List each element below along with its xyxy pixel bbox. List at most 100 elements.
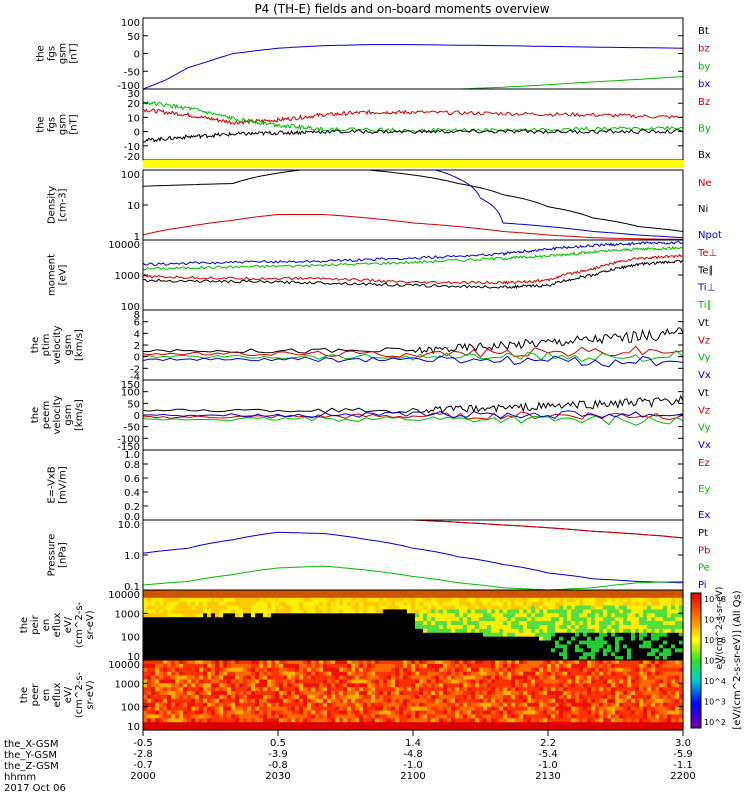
heatmap-cell bbox=[223, 648, 228, 653]
heatmap-cell bbox=[263, 675, 268, 681]
heatmap-cell bbox=[603, 726, 608, 731]
heatmap-cell bbox=[307, 679, 312, 684]
heatmap-cell bbox=[159, 656, 164, 661]
heatmap-cell bbox=[599, 621, 604, 626]
heatmap-cell bbox=[295, 625, 300, 630]
heatmap-cell bbox=[171, 675, 176, 681]
heatmap-cell bbox=[331, 675, 336, 681]
series-Vt-line bbox=[142, 394, 684, 414]
heatmap-cell bbox=[527, 640, 532, 646]
legend-label: Vy bbox=[698, 353, 711, 364]
heatmap-cell bbox=[223, 671, 228, 677]
heatmap-cell bbox=[379, 593, 384, 599]
heatmap-cell bbox=[151, 597, 156, 603]
heatmap-cell bbox=[507, 609, 512, 614]
heatmap-cell bbox=[619, 675, 624, 681]
heatmap-cell bbox=[215, 679, 220, 684]
heatmap-cell bbox=[547, 691, 552, 696]
heatmap-cell bbox=[451, 593, 456, 599]
heatmap-cell bbox=[151, 667, 156, 673]
heatmap-cell bbox=[587, 632, 592, 638]
heatmap-cell bbox=[491, 726, 496, 731]
heatmap-cell bbox=[563, 660, 568, 665]
heatmap-cell bbox=[407, 683, 412, 688]
heatmap-cell bbox=[607, 718, 612, 723]
heatmap-cell bbox=[259, 702, 264, 708]
heatmap-cell bbox=[271, 597, 276, 603]
heatmap-cell bbox=[583, 605, 588, 611]
heatmap-cell bbox=[495, 706, 500, 712]
heatmap-cell bbox=[427, 706, 432, 712]
heatmap-cell bbox=[359, 590, 364, 595]
heatmap-cell bbox=[191, 656, 196, 661]
heatmap-cell bbox=[395, 593, 400, 599]
heatmap-cell bbox=[159, 609, 164, 614]
heatmap-cell bbox=[559, 698, 564, 704]
heatmap-cell bbox=[167, 597, 172, 603]
heatmap-cell bbox=[255, 593, 260, 599]
heatmap-cell bbox=[283, 609, 288, 614]
heatmap-cell bbox=[303, 613, 308, 618]
heatmap-cell bbox=[243, 695, 248, 700]
heatmap-cell bbox=[219, 621, 224, 626]
heatmap-cell bbox=[303, 683, 308, 688]
heatmap-cell bbox=[671, 617, 676, 622]
heatmap-cell bbox=[283, 648, 288, 653]
heatmap-cell bbox=[623, 663, 628, 669]
heatmap-cell bbox=[275, 590, 280, 595]
heatmap-cell bbox=[407, 628, 412, 634]
heatmap-cell bbox=[623, 617, 628, 622]
heatmap-cell bbox=[551, 687, 556, 692]
heatmap-cell bbox=[579, 636, 584, 642]
heatmap-cell bbox=[463, 625, 468, 630]
y-tick-label: 1.0 bbox=[124, 450, 140, 461]
heatmap-cell bbox=[191, 722, 196, 727]
heatmap-cell bbox=[247, 628, 252, 634]
heatmap-cell bbox=[143, 605, 148, 611]
heatmap-cell bbox=[299, 675, 304, 681]
heatmap-cell bbox=[355, 702, 360, 708]
heatmap-cell bbox=[523, 656, 528, 661]
heatmap-cell bbox=[319, 660, 324, 665]
heatmap-cell bbox=[487, 597, 492, 603]
heatmap-cell bbox=[295, 726, 300, 731]
heatmap-cell bbox=[499, 644, 504, 649]
heatmap-cell bbox=[207, 710, 212, 716]
heatmap-cell bbox=[179, 679, 184, 684]
heatmap-cell bbox=[339, 621, 344, 626]
heatmap-cell bbox=[159, 652, 164, 657]
heatmap-cell bbox=[347, 621, 352, 626]
heatmap-cell bbox=[311, 706, 316, 712]
heatmap-cell bbox=[435, 679, 440, 684]
heatmap-cell bbox=[431, 621, 436, 626]
heatmap-cell bbox=[207, 691, 212, 696]
heatmap-cell bbox=[607, 660, 612, 665]
heatmap-cell bbox=[227, 691, 232, 696]
heatmap-cell bbox=[311, 722, 316, 727]
heatmap-cell bbox=[387, 597, 392, 603]
heatmap-cell bbox=[355, 617, 360, 622]
heatmap-cell bbox=[239, 590, 244, 595]
heatmap-cell bbox=[551, 660, 556, 665]
heatmap-cell bbox=[559, 695, 564, 700]
heatmap-cell bbox=[611, 722, 616, 727]
heatmap-cell bbox=[211, 671, 216, 677]
heatmap-cell bbox=[475, 687, 480, 692]
heatmap-cell bbox=[303, 679, 308, 684]
heatmap-cell bbox=[151, 640, 156, 646]
heatmap-cell bbox=[547, 695, 552, 700]
heatmap-cell bbox=[255, 663, 260, 669]
heatmap-cell bbox=[671, 648, 676, 653]
heatmap-cell bbox=[495, 625, 500, 630]
heatmap-cell bbox=[307, 714, 312, 719]
heatmap-cell bbox=[387, 667, 392, 673]
heatmap-cell bbox=[659, 667, 664, 673]
heatmap-cell bbox=[527, 628, 532, 634]
heatmap-cell bbox=[479, 590, 484, 595]
heatmap-cell bbox=[571, 597, 576, 603]
heatmap-cell bbox=[495, 710, 500, 716]
heatmap-cell bbox=[607, 621, 612, 626]
heatmap-cell bbox=[231, 640, 236, 646]
heatmap-cell bbox=[239, 683, 244, 688]
heatmap-cell bbox=[147, 605, 152, 611]
